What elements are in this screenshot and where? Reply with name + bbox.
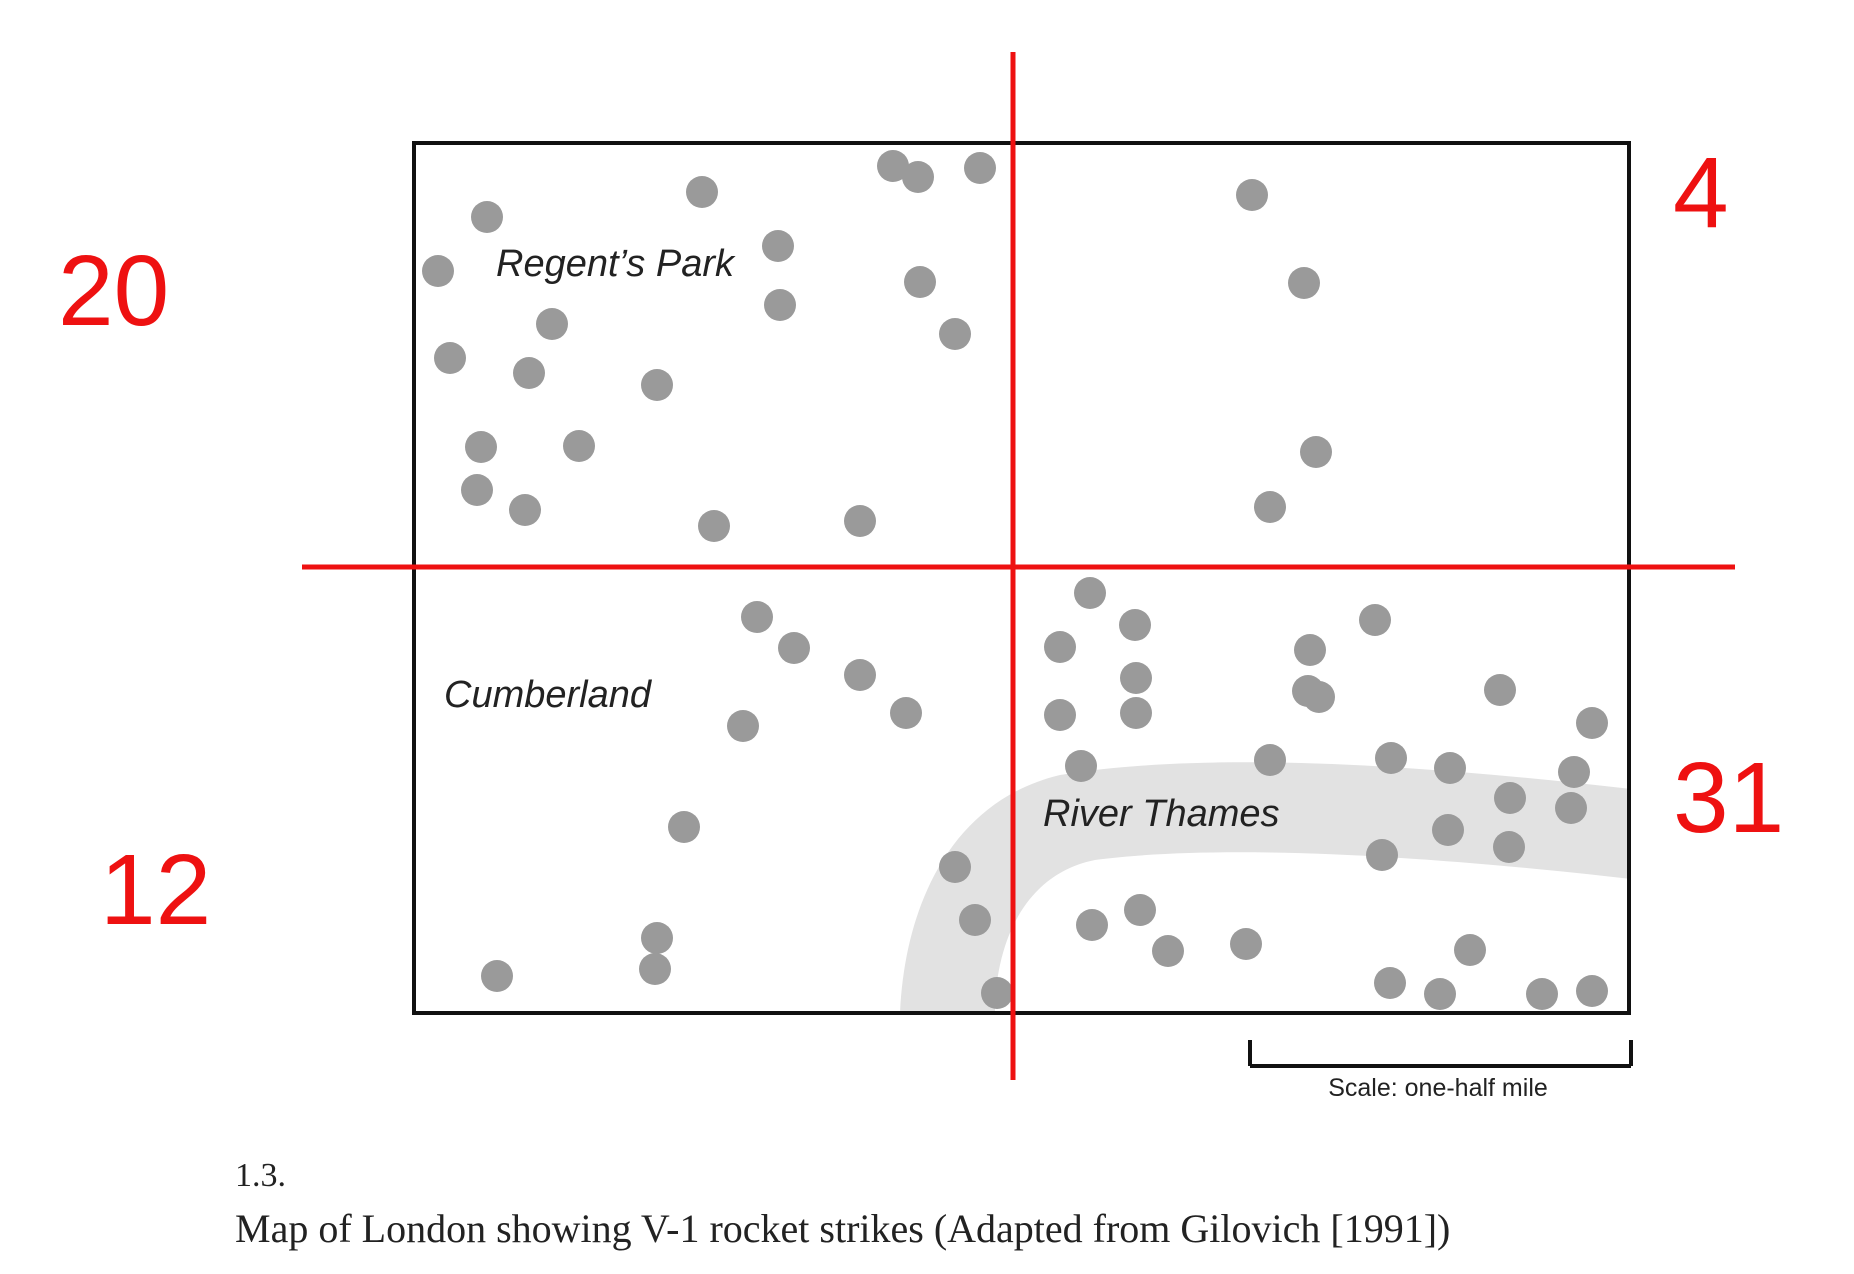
count-top-right: 4 <box>1673 137 1729 249</box>
label-regents-park: Regent’s Park <box>496 243 736 285</box>
strike-point <box>964 152 996 184</box>
strike-point <box>1288 267 1320 299</box>
strike-point <box>904 266 936 298</box>
count-bottom-left: 12 <box>100 834 211 946</box>
strike-point <box>563 430 595 462</box>
map-frame <box>412 141 1631 1015</box>
strike-point <box>1494 782 1526 814</box>
strike-point <box>1236 179 1268 211</box>
strike-point <box>844 659 876 691</box>
strike-point <box>1230 928 1262 960</box>
strike-point <box>764 289 796 321</box>
strike-point <box>641 369 673 401</box>
strike-point <box>1120 697 1152 729</box>
label-cumberland: Cumberland <box>444 674 653 716</box>
strike-point <box>1526 978 1558 1010</box>
strike-point <box>1065 750 1097 782</box>
strike-point <box>1303 681 1335 713</box>
strike-point <box>1300 436 1332 468</box>
strike-point <box>1558 756 1590 788</box>
count-bottom-right: 31 <box>1673 742 1784 854</box>
strike-point <box>959 904 991 936</box>
strike-point <box>1484 674 1516 706</box>
strike-point <box>1555 792 1587 824</box>
strike-point <box>1366 839 1398 871</box>
strike-point <box>1294 634 1326 666</box>
strike-point <box>902 161 934 193</box>
strike-point <box>686 176 718 208</box>
strike-point <box>890 697 922 729</box>
strike-point <box>1454 934 1486 966</box>
strike-point <box>536 308 568 340</box>
strike-point <box>1434 752 1466 784</box>
strike-point <box>1254 491 1286 523</box>
figure-caption: Map of London showing V-1 rocket strikes… <box>235 1206 1450 1251</box>
strike-points <box>422 150 1608 1010</box>
strike-point <box>877 150 909 182</box>
strike-point <box>471 201 503 233</box>
count-top-left: 20 <box>58 235 169 347</box>
strike-point <box>461 474 493 506</box>
strike-point <box>1493 831 1525 863</box>
strike-point <box>981 977 1013 1009</box>
strike-point <box>1576 975 1608 1007</box>
strike-point <box>1254 744 1286 776</box>
strike-point <box>698 510 730 542</box>
strike-point <box>778 632 810 664</box>
strike-point <box>939 318 971 350</box>
strike-point <box>741 601 773 633</box>
strike-point <box>1374 967 1406 999</box>
strike-point <box>465 431 497 463</box>
strike-point <box>513 357 545 389</box>
strike-point <box>1359 604 1391 636</box>
strike-point <box>939 851 971 883</box>
strike-point <box>1375 742 1407 774</box>
label-river-thames: River Thames <box>1043 793 1280 835</box>
strike-point <box>1424 978 1456 1010</box>
strike-point <box>844 505 876 537</box>
strike-point <box>1044 631 1076 663</box>
strike-point <box>727 710 759 742</box>
scale-label: Scale: one-half mile <box>1328 1074 1548 1102</box>
strike-point <box>1074 577 1106 609</box>
strike-point <box>509 494 541 526</box>
strike-point <box>668 811 700 843</box>
strike-point <box>1576 707 1608 739</box>
strike-point <box>1119 609 1151 641</box>
strike-point <box>1124 894 1156 926</box>
scale-bar <box>1248 1040 1633 1068</box>
strike-point <box>481 960 513 992</box>
strike-point <box>639 953 671 985</box>
strike-point <box>1120 662 1152 694</box>
strike-point <box>1076 909 1108 941</box>
strike-point <box>1152 935 1184 967</box>
strike-point <box>422 255 454 287</box>
strike-point <box>641 922 673 954</box>
strike-point <box>1044 699 1076 731</box>
figure-number: 1.3. <box>235 1157 286 1194</box>
strike-point <box>762 230 794 262</box>
strike-point <box>434 342 466 374</box>
strike-point <box>1432 814 1464 846</box>
